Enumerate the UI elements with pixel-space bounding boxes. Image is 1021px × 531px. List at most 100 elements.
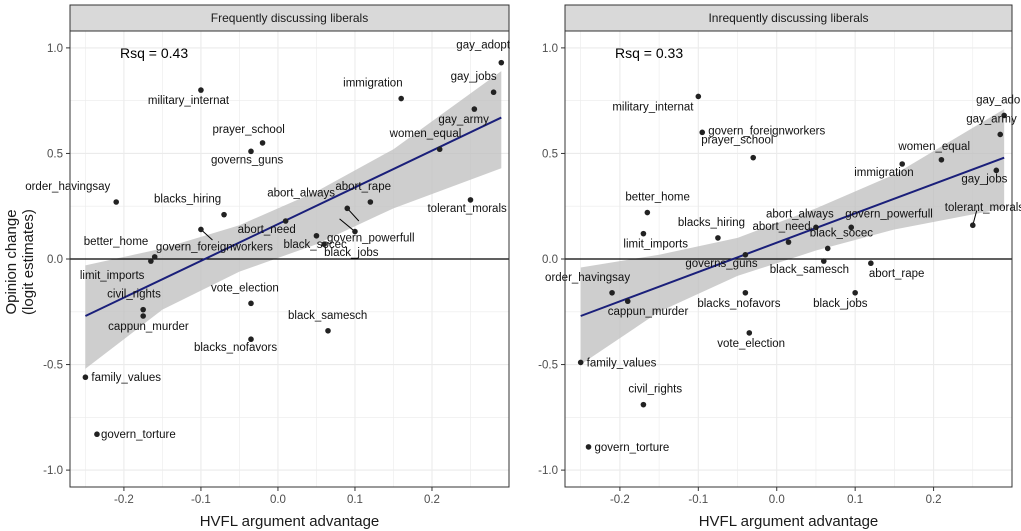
data-label-black-jobs: black_jobs xyxy=(324,247,379,259)
data-point-better-home xyxy=(151,254,158,260)
data-point-civil-rights xyxy=(140,306,146,313)
data-label-prayer-school: prayer_school xyxy=(701,135,773,147)
fit-line xyxy=(84,116,502,317)
data-point-abort-always xyxy=(813,224,819,231)
data-label-black-samesch: black_samesch xyxy=(288,310,367,322)
data-point-gay-jobs xyxy=(993,167,1000,174)
data-point-govern-powerfull xyxy=(848,224,855,231)
data-point-governs-guns xyxy=(248,148,254,155)
x-axis-title: HVFL argument advantage xyxy=(699,513,879,530)
data-label-order-havingsay: order_havingsay xyxy=(25,181,110,193)
data-label-abort-need: abort_need xyxy=(753,221,811,233)
data-point-abort-always xyxy=(344,205,351,212)
y-tick-label: -1.0 xyxy=(538,465,558,477)
data-point-better-home xyxy=(644,209,651,216)
data-label-abort-always: abort_always xyxy=(766,208,834,220)
data-label-prayer-school: prayer_school xyxy=(213,124,285,136)
data-point-blacks-hiring xyxy=(221,211,227,218)
data-point-tolerant-morals xyxy=(467,197,474,203)
data-label-better-home: better_home xyxy=(84,236,149,248)
y-axis-title-line1: Opinion change xyxy=(3,209,20,314)
data-point-vote-election xyxy=(746,330,753,336)
data-point-govern-foreignworkers xyxy=(699,129,706,136)
data-label-blacks-hiring: blacks_hiring xyxy=(678,217,745,229)
data-label-govern-torture: govern_torture xyxy=(101,429,176,441)
data-label-vote-election: vote_election xyxy=(211,282,279,294)
data-point-order-havingsay xyxy=(609,289,615,296)
panel-2: Inrequently discussing liberals military_… xyxy=(538,4,1021,530)
data-point-gay-adopt xyxy=(498,59,505,66)
data-point-women-equal xyxy=(938,156,945,163)
data-label-blacks-nofavors: blacks_nofavors xyxy=(194,342,277,354)
data-point-govern-torture xyxy=(585,444,592,450)
data-label-blacks-hiring: blacks_hiring xyxy=(154,194,221,206)
data-label-gay-jobs: gay_jobs xyxy=(961,173,1007,185)
data-point-immigration xyxy=(398,95,404,102)
data-label-govern-foreignworkers: govern_foreignworkers xyxy=(708,125,825,137)
data-label-better-home: better_home xyxy=(625,192,690,204)
data-point-gay-army xyxy=(471,106,478,112)
x-tick-label: -0.2 xyxy=(610,494,630,506)
confidence-ribbon xyxy=(85,71,502,369)
data-point-govern-foreignworkers xyxy=(198,226,204,233)
panels: Frequently discussing liberalsgay_adoptg… xyxy=(25,4,1021,530)
data-point-military-internat xyxy=(695,93,702,100)
data-label-govern-torture: govern_torture xyxy=(595,442,670,454)
x-tick-label: 0.1 xyxy=(847,494,863,506)
x-tick-label: 0.0 xyxy=(270,494,286,506)
data-label-black-jobs: black_jobs xyxy=(813,298,868,310)
data-label-tolerant-morals: tolerant_morals xyxy=(945,202,1021,214)
data-label-black-socec: black_socec xyxy=(810,227,874,239)
data-label-gay-adopt: gay_adopt xyxy=(976,94,1021,106)
y-tick-label: -0.5 xyxy=(43,360,63,372)
data-label-military-internat: military_internat xyxy=(148,95,230,107)
data-point-women-equal xyxy=(436,146,443,153)
data-label-civil-rights: civil_rights xyxy=(628,384,682,396)
x-tick-label: -0.2 xyxy=(114,494,134,506)
y-axis-title-line2: (logit estimates) xyxy=(20,209,37,315)
data-point-govern-torture xyxy=(94,431,100,438)
data-label-gay-army: gay_army xyxy=(438,114,489,126)
data-point-gay-army xyxy=(997,131,1004,138)
data-label-women-equal: women_equal xyxy=(389,128,462,140)
label-leader-line xyxy=(339,218,356,232)
data-label-govern-powerfull: govern_powerfull xyxy=(327,233,415,245)
data-point-blacks-hiring xyxy=(715,235,721,241)
data-label-gay-jobs: gay_jobs xyxy=(451,71,497,83)
data-label-blacks-nofavors: blacks_nofavors xyxy=(697,298,780,310)
data-label-abort-rape: abort_rape xyxy=(869,268,925,280)
y-tick-label: 0.0 xyxy=(542,254,558,266)
y-tick-label: 0.0 xyxy=(47,254,63,266)
x-tick-label: 0.2 xyxy=(926,494,942,506)
data-point-cappun-murder xyxy=(624,298,631,305)
data-point-black-samesch xyxy=(325,327,331,334)
data-point-military-internat xyxy=(198,87,204,93)
data-label-abort-always: abort_always xyxy=(267,187,335,199)
data-point-cappun-murder xyxy=(140,313,146,319)
rsq-annotation: Rsq = 0.43 xyxy=(120,45,188,61)
y-tick-label: -1.0 xyxy=(43,465,63,477)
data-point-tolerant-morals xyxy=(969,222,976,229)
data-point-black-jobs xyxy=(321,241,327,248)
data-label-gay-adopt: gay_adopt xyxy=(456,40,511,52)
panel-strip xyxy=(69,4,510,32)
data-point-abort-rape xyxy=(367,199,374,205)
data-label-limit-imports: limit_imports xyxy=(623,239,688,251)
data-point-blacks-nofavors xyxy=(248,336,254,343)
panel-strip xyxy=(564,4,1013,32)
data-point-limit-imports xyxy=(640,230,647,237)
data-point-govern-powerfull xyxy=(352,228,358,235)
panel-1: Frequently discussing liberals gay_adoptg… xyxy=(25,4,511,530)
data-point-abort-rape xyxy=(868,260,874,267)
label-leader-line xyxy=(346,207,360,222)
data-label-governs-guns: governs_guns xyxy=(685,258,757,270)
data-label-governs-guns: governs_guns xyxy=(211,154,283,166)
data-label-military-internat: military_internat xyxy=(612,101,694,113)
y-tick-label: 0.5 xyxy=(542,148,558,160)
data-point-immigration xyxy=(899,161,906,167)
data-label-govern-powerfull: govern_powerfull xyxy=(845,208,933,220)
data-label-abort-rape: abort_rape xyxy=(335,181,391,193)
data-point-limit-imports xyxy=(148,258,154,264)
x-tick-label: 0.0 xyxy=(769,494,785,506)
data-point-family-values xyxy=(577,359,584,366)
